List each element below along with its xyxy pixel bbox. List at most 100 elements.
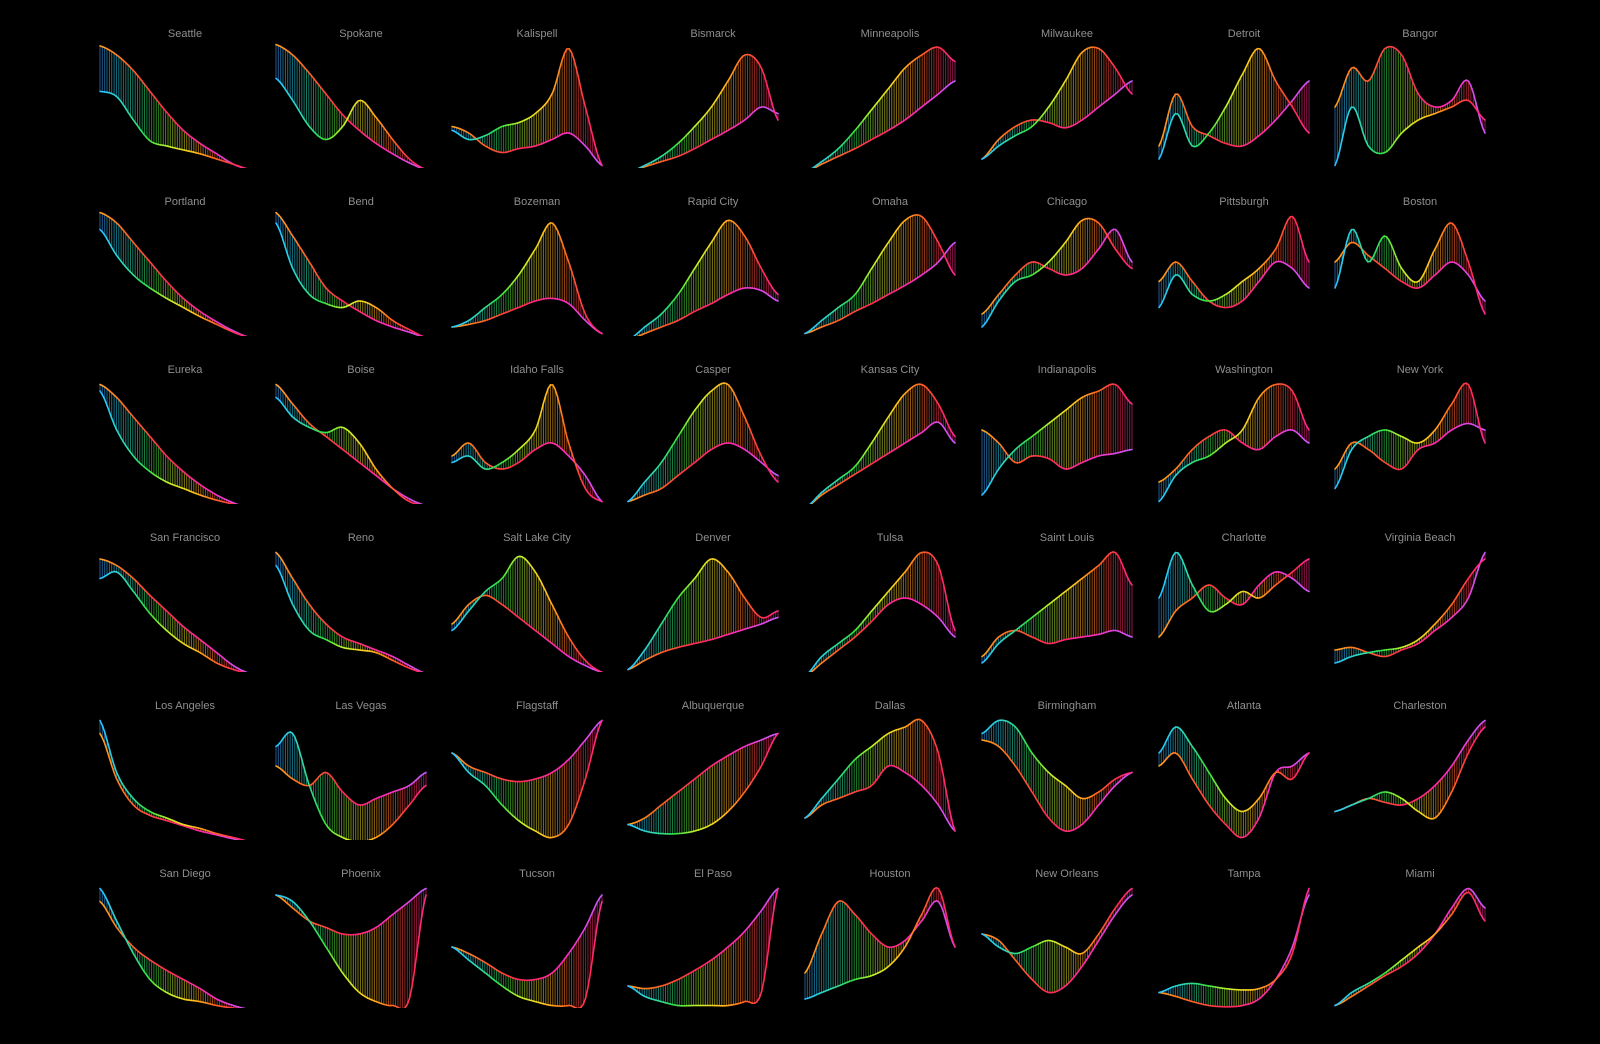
front-curve-segment <box>947 423 952 431</box>
city-label: Spokane <box>339 28 383 40</box>
back-curve-segment <box>1128 80 1133 83</box>
front-curve-segment <box>1481 308 1486 315</box>
front-curve-segment <box>1249 408 1254 416</box>
front-curve-segment <box>942 251 947 259</box>
back-curve-segment <box>1117 231 1122 238</box>
back-curve-segment <box>1474 100 1479 112</box>
front-curve-segment <box>772 107 777 116</box>
front-curve-segment <box>758 63 763 70</box>
city-panel: San Francisco <box>95 504 275 672</box>
back-curve-segment <box>1338 89 1343 99</box>
city-ribbon-plot <box>99 211 248 336</box>
front-curve-segment <box>1477 294 1482 304</box>
front-curve-segment <box>1121 79 1126 86</box>
city-ribbon-plot <box>1334 222 1486 315</box>
front-curve-segment <box>763 272 768 279</box>
front-curve-segment <box>930 229 935 236</box>
front-curve-segment <box>1357 238 1362 247</box>
front-curve-segment <box>277 226 282 234</box>
front-curve-segment <box>559 405 563 418</box>
front-curve-segment <box>760 455 765 462</box>
front-curve-segment <box>1305 425 1310 431</box>
front-curve-segment <box>746 239 751 246</box>
back-curve-segment <box>1124 247 1129 255</box>
back-curve-segment <box>1179 96 1184 104</box>
city-label: Omaha <box>871 196 909 208</box>
back-curve-segment <box>589 482 594 489</box>
front-curve-segment <box>753 254 758 261</box>
front-curve-segment <box>1266 59 1270 67</box>
front-curve-segment <box>1128 90 1133 95</box>
front-curve-segment <box>533 426 538 434</box>
front-curve-segment <box>1263 54 1268 62</box>
front-curve-segment <box>1298 232 1303 243</box>
front-curve-segment <box>1470 389 1475 399</box>
front-curve-segment <box>1167 482 1172 489</box>
front-curve-segment <box>990 476 995 483</box>
front-curve-segment <box>575 285 580 296</box>
city-label: Milwaukee <box>1041 28 1093 40</box>
front-curve-segment <box>535 241 540 249</box>
back-curve-segment <box>1371 69 1376 76</box>
front-curve-segment <box>1362 252 1367 260</box>
back-curve-segment <box>951 440 956 444</box>
front-curve-segment <box>577 77 582 90</box>
back-curve-segment <box>1165 112 1170 125</box>
front-curve-segment <box>774 479 779 483</box>
front-curve-segment <box>1395 255 1400 263</box>
front-curve-segment <box>1119 75 1124 82</box>
city-panel: Bismarck <box>623 0 803 168</box>
front-curve-segment <box>113 423 118 431</box>
front-curve-segment <box>1456 389 1460 396</box>
front-curve-segment <box>1237 76 1242 83</box>
front-curve-segment <box>106 238 111 244</box>
city-panel: Casper <box>623 336 803 504</box>
front-curve-segment <box>746 422 751 430</box>
front-curve-segment <box>1343 459 1348 468</box>
front-curve-segment <box>1169 276 1174 283</box>
back-curve-segment <box>1481 127 1486 134</box>
front-curve-segment <box>286 254 291 263</box>
front-curve-segment <box>542 394 547 405</box>
front-curve-segment <box>1284 219 1289 226</box>
city-ribbon-plot <box>981 217 1133 328</box>
front-curve-segment <box>1420 272 1425 279</box>
front-curve-segment <box>1355 110 1360 119</box>
city-label: Washington <box>1215 364 1273 376</box>
front-curve-segment <box>289 261 294 269</box>
back-curve-segment <box>1305 80 1310 84</box>
city-label: Boise <box>347 364 375 376</box>
front-curve-segment <box>582 98 587 109</box>
front-curve-segment <box>1303 249 1308 259</box>
front-curve-segment <box>1128 401 1133 405</box>
city-label: San Francisco <box>149 532 221 544</box>
back-curve-segment <box>1343 76 1348 85</box>
front-curve-segment <box>730 70 735 77</box>
front-curve-segment <box>1334 158 1339 167</box>
city-label: Chicago <box>1046 196 1088 208</box>
city-ribbon-plot <box>99 558 248 672</box>
back-curve-segment <box>1338 457 1343 464</box>
city-panel: Portland <box>95 168 275 336</box>
back-curve-segment <box>1160 132 1165 142</box>
front-curve-segment <box>1376 241 1381 249</box>
front-curve-segment <box>282 239 287 249</box>
front-curve-segment <box>1296 114 1301 121</box>
front-curve-segment <box>591 134 596 146</box>
front-curve-segment <box>935 237 940 244</box>
front-curve-segment <box>580 478 585 486</box>
front-curve-segment <box>537 411 542 422</box>
city-ribbon-plot <box>627 382 779 503</box>
front-curve-segment <box>108 242 113 249</box>
back-curve-segment <box>286 569 291 575</box>
front-curve-segment <box>559 235 563 244</box>
city-label: Rapid City <box>687 196 739 208</box>
city-panel: Boston <box>1330 168 1510 336</box>
front-curve-segment <box>570 451 575 461</box>
front-curve-segment <box>1301 241 1306 252</box>
front-curve-segment <box>1430 251 1435 258</box>
front-curve-segment <box>577 293 582 303</box>
back-curve-segment <box>1456 87 1460 94</box>
front-curve-segment <box>1442 227 1446 234</box>
front-curve-segment <box>735 395 739 403</box>
